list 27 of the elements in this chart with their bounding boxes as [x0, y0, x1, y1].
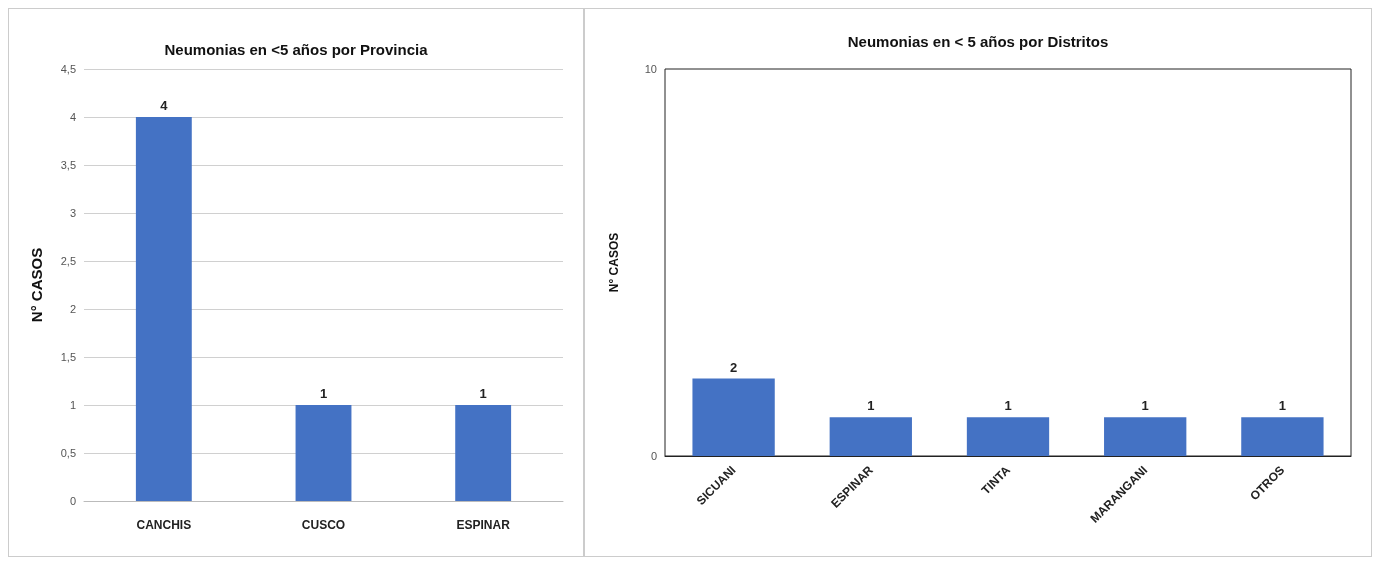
y-tick-label: 4 — [69, 111, 76, 123]
x-tick-label: CUSCO — [301, 518, 346, 532]
data-label: 1 — [479, 386, 487, 401]
data-label: 1 — [1004, 398, 1012, 414]
data-label: 4 — [160, 98, 169, 113]
y-tick-label: 3 — [69, 207, 76, 219]
y-tick-label: 3,5 — [60, 159, 76, 171]
data-label: 1 — [1278, 398, 1287, 414]
y-tick-label: 4,5 — [60, 63, 76, 75]
y-tick-label: 2,5 — [60, 255, 76, 267]
chart-title: Neumonias en <5 años por Provincia — [164, 41, 429, 58]
data-label: 1 — [319, 386, 328, 401]
y-tick-label: 1 — [69, 399, 76, 411]
y-axis-title: N° CASOS — [607, 232, 621, 293]
y-tick-label: 0,5 — [60, 447, 76, 459]
y-tick-label: 1,5 — [60, 351, 76, 363]
y-tick-label: 10 — [644, 63, 657, 75]
data-label: 1 — [867, 398, 875, 414]
data-label: 2 — [729, 359, 738, 375]
x-tick-label: CANCHIS — [136, 518, 192, 532]
y-tick-label: 2 — [69, 303, 76, 315]
y-axis-title: N° CASOS — [28, 247, 45, 323]
y-tick-label: 0 — [650, 450, 657, 462]
x-tick-label: ESPINAR — [456, 518, 511, 532]
chart-title: Neumonias en < 5 años por Distritos — [847, 33, 1109, 50]
y-tick-label: 0 — [69, 495, 76, 507]
data-label: 1 — [1141, 398, 1149, 414]
